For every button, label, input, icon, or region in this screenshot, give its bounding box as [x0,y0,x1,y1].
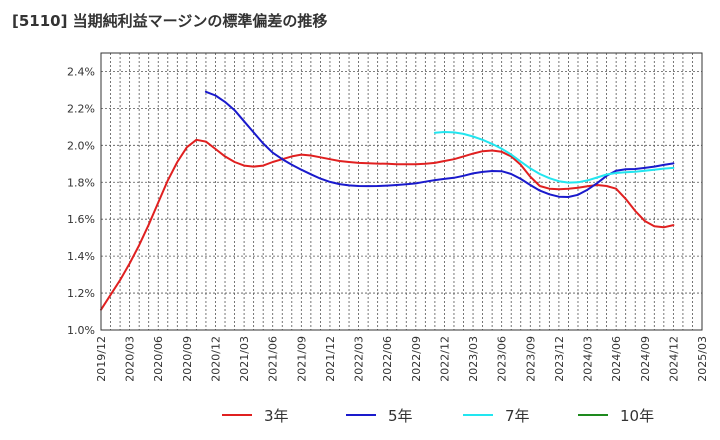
chart-title: [5110] 当期純利益マージンの標準偏差の推移 [12,12,328,30]
series-line [204,90,675,198]
series-line [433,131,675,184]
y-tick-label: 2.4% [67,65,95,78]
x-tick-label: 2021/09 [295,336,308,382]
x-tick-label: 2022/09 [410,336,423,382]
x-tick-label: 2022/03 [353,336,366,382]
x-axis-ticks: 2019/12 2020/03 2020/06 2020/09 2020/12 2021/… [95,336,709,382]
y-tick-label: 2.0% [67,139,95,152]
y-tick-label: 1.2% [67,287,95,300]
series-lines [100,90,675,311]
y-tick-label: 1.8% [67,176,95,189]
legend-label: 7年 [505,407,530,425]
x-tick-label: 2024/03 [582,336,595,382]
x-tick-label: 2019/12 [95,336,108,382]
x-tick-label: 2024/06 [610,336,623,382]
y-axis-ticks: 1.0% 1.2% 1.4% 1.6% 1.8% 2.0% 2.2% 2.4% [67,65,95,337]
y-tick-label: 1.4% [67,250,95,263]
series-line [100,138,675,311]
legend-label: 10年 [620,407,654,425]
y-tick-label: 1.0% [67,324,95,337]
x-tick-label: 2021/12 [324,336,337,382]
y-tick-label: 2.2% [67,102,95,115]
x-tick-label: 2020/09 [181,336,194,382]
x-tick-label: 2021/03 [238,336,251,382]
x-tick-label: 2023/06 [496,336,509,382]
legend: 3年 5年 7年 10年 [222,407,654,425]
x-tick-label: 2023/12 [553,336,566,382]
x-tick-label: 2023/09 [524,336,537,382]
x-tick-label: 2024/09 [639,336,652,382]
x-tick-label: 2020/06 [152,336,165,382]
grid [100,53,703,331]
y-tick-label: 1.6% [67,213,95,226]
x-tick-label: 2024/12 [667,336,680,382]
legend-label: 5年 [388,407,413,425]
x-tick-label: 2021/06 [267,336,280,382]
x-tick-label: 2020/12 [209,336,222,382]
x-tick-label: 2025/03 [696,336,709,382]
plot-frame [100,52,703,331]
x-tick-label: 2022/06 [381,336,394,382]
legend-label: 3年 [264,407,289,425]
x-tick-label: 2023/03 [467,336,480,382]
x-tick-label: 2022/12 [438,336,451,382]
x-tick-label: 2020/03 [124,336,137,382]
